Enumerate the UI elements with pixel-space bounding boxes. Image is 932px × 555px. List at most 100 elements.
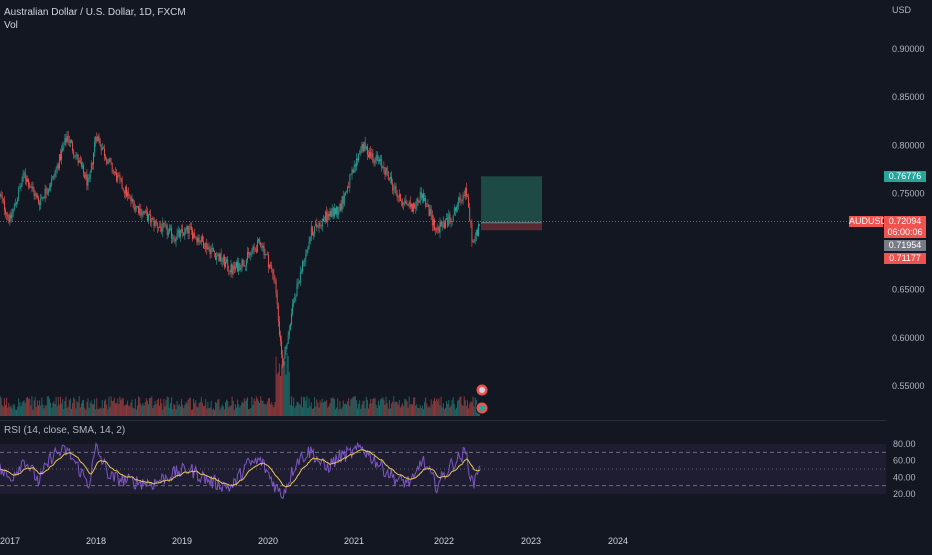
candle bbox=[366, 146, 367, 149]
candle bbox=[267, 254, 268, 255]
volume-bar bbox=[36, 407, 37, 416]
candle bbox=[136, 206, 137, 207]
candle bbox=[305, 255, 306, 262]
volume-bar bbox=[422, 406, 423, 416]
candle bbox=[93, 153, 94, 165]
volume-bar bbox=[446, 401, 447, 416]
volume-bar bbox=[328, 406, 329, 416]
volume-bar bbox=[193, 399, 194, 416]
volume-bar bbox=[88, 398, 89, 416]
candle bbox=[311, 226, 312, 236]
volume-bar bbox=[247, 397, 248, 416]
candle bbox=[342, 196, 343, 210]
candle bbox=[432, 215, 433, 226]
candle bbox=[91, 163, 92, 172]
candle bbox=[319, 223, 320, 228]
candle bbox=[216, 256, 217, 260]
volume-bar bbox=[60, 397, 61, 416]
take-profit-zone[interactable] bbox=[481, 176, 542, 222]
candle bbox=[7, 215, 8, 216]
candle bbox=[134, 202, 135, 210]
candle bbox=[353, 170, 354, 173]
volume-bar bbox=[96, 398, 97, 416]
volume-bar bbox=[467, 401, 468, 416]
volume-bar bbox=[206, 408, 207, 416]
candle bbox=[77, 155, 78, 156]
candle bbox=[256, 249, 257, 252]
stop-loss-zone[interactable] bbox=[481, 223, 542, 230]
volume-bar bbox=[148, 404, 149, 416]
candle bbox=[313, 234, 314, 236]
candle bbox=[191, 227, 192, 230]
volume-bar bbox=[453, 397, 454, 416]
volume-bar bbox=[304, 397, 305, 416]
candle bbox=[433, 219, 434, 225]
volume-bar bbox=[189, 398, 190, 416]
candle bbox=[37, 195, 38, 197]
candle bbox=[159, 226, 160, 227]
candle bbox=[431, 209, 432, 215]
volume-bar bbox=[412, 405, 413, 416]
candle bbox=[49, 187, 50, 189]
volume-bar bbox=[179, 404, 180, 416]
volume-bar bbox=[457, 401, 458, 416]
candle bbox=[187, 226, 188, 230]
volume-bar bbox=[334, 399, 335, 416]
volume-bar bbox=[313, 408, 314, 416]
volume-bar bbox=[137, 405, 138, 416]
time-axis-label: 2024 bbox=[608, 536, 628, 546]
candle bbox=[452, 221, 453, 222]
volume-bar bbox=[316, 399, 317, 416]
candle bbox=[392, 183, 393, 190]
candle bbox=[111, 162, 112, 163]
candle bbox=[410, 202, 411, 208]
volume-bar bbox=[138, 396, 139, 416]
volume-bar bbox=[147, 401, 148, 416]
volume-bar bbox=[4, 398, 5, 416]
candle bbox=[6, 214, 7, 215]
candle bbox=[416, 199, 417, 207]
volume-bar bbox=[108, 397, 109, 416]
volume-bar bbox=[444, 409, 445, 416]
volume-bar bbox=[323, 403, 324, 416]
candle bbox=[211, 249, 212, 254]
candle bbox=[426, 206, 427, 207]
volume-bar bbox=[130, 403, 131, 416]
volume-bar bbox=[408, 408, 409, 416]
candle bbox=[358, 154, 359, 160]
candle bbox=[378, 160, 379, 161]
candle bbox=[27, 180, 28, 182]
candle bbox=[180, 230, 181, 236]
volume-bar bbox=[314, 397, 315, 416]
volume-bar bbox=[73, 397, 74, 416]
volume-bar bbox=[85, 410, 86, 416]
candle bbox=[460, 200, 461, 201]
volume-bar bbox=[49, 399, 50, 416]
candle bbox=[301, 272, 302, 273]
candle bbox=[372, 153, 373, 162]
volume-bar bbox=[172, 409, 173, 416]
candle bbox=[170, 228, 171, 229]
volume-bar bbox=[123, 398, 124, 416]
volume-bar bbox=[152, 408, 153, 416]
candle bbox=[113, 172, 114, 173]
candle bbox=[222, 262, 223, 263]
volume-bar bbox=[122, 398, 123, 416]
candle bbox=[458, 198, 459, 206]
candle bbox=[86, 175, 87, 186]
volume-bar bbox=[392, 402, 393, 416]
volume-bar bbox=[101, 409, 102, 416]
volume-bar bbox=[5, 405, 6, 416]
volume-bar bbox=[469, 404, 470, 416]
candle bbox=[8, 216, 9, 222]
volume-bar bbox=[399, 400, 400, 416]
candle bbox=[254, 247, 255, 249]
volume-bar bbox=[424, 402, 425, 416]
candle bbox=[15, 204, 16, 205]
time-axis-label: 2017 bbox=[0, 536, 20, 546]
candle bbox=[101, 146, 102, 150]
volume-bar bbox=[171, 397, 172, 416]
candle bbox=[376, 155, 377, 160]
